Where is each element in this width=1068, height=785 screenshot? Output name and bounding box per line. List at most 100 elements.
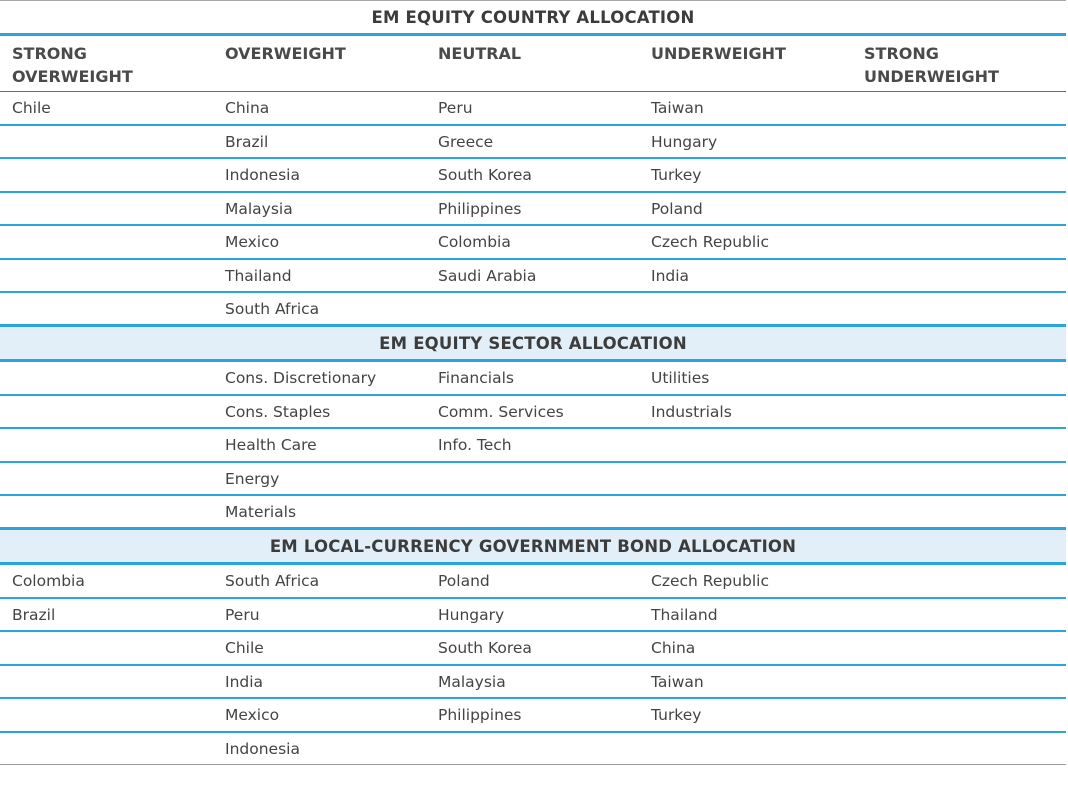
table-cell [852, 699, 1065, 731]
table-cell [426, 733, 639, 765]
table-cell [852, 293, 1065, 324]
table-row: India Malaysia Taiwan [0, 666, 1066, 699]
table-cell: Turkey [651, 706, 702, 724]
table-cell [426, 463, 639, 495]
table-row: Health Care Info. Tech [0, 429, 1066, 463]
table-cell [639, 293, 852, 324]
table-cell [0, 733, 213, 765]
table-cell: Info. Tech [438, 436, 512, 454]
table-cell [852, 496, 1065, 527]
table-cell: China [225, 99, 270, 117]
table-cell [0, 632, 213, 664]
table-row: Malaysia Philippines Poland [0, 193, 1066, 226]
table-row: Chile South Korea China [0, 632, 1066, 666]
table-cell [0, 293, 213, 324]
table-cell: Industrials [651, 402, 732, 421]
table-cell: Czech Republic [651, 572, 770, 590]
table-cell [639, 463, 852, 495]
table-cell [0, 463, 213, 495]
table-cell: Colombia [438, 233, 511, 251]
table-cell [0, 429, 213, 461]
table-cell [852, 260, 1065, 292]
table-cell [852, 599, 1065, 631]
table-row: Indonesia [0, 733, 1066, 765]
table-cell [852, 193, 1065, 225]
table-cell: Chile [225, 639, 264, 657]
table-cell: Health Care [225, 436, 317, 454]
table-cell: South Korea [438, 166, 532, 184]
table-cell: China [651, 639, 696, 657]
section-title: EM LOCAL-CURRENCY GOVERNMENT BOND ALLOCA… [0, 530, 1066, 565]
table-cell [852, 463, 1065, 495]
table-row: Cons. Discretionary Financials Utilities [0, 362, 1066, 396]
section-title: EM EQUITY COUNTRY ALLOCATION [0, 1, 1066, 36]
table-cell: Financials [438, 369, 514, 387]
table-cell [852, 92, 1065, 124]
table-cell: Hungary [651, 132, 718, 151]
table-row: Brazil Peru Hungary Thailand [0, 599, 1066, 632]
column-header: UNDERWEIGHT [651, 44, 786, 63]
table-cell: Cons. Discretionary [225, 369, 377, 387]
table-cell: Colombia [12, 572, 85, 590]
table-cell: Thailand [651, 605, 718, 624]
table-cell [852, 159, 1065, 191]
column-header: STRONG OVERWEIGHT [12, 44, 133, 86]
table-cell [852, 362, 1065, 394]
table-row: Mexico Colombia Czech Republic [0, 226, 1066, 260]
table-cell: Energy [225, 469, 280, 488]
table-row: Indonesia South Korea Turkey [0, 159, 1066, 193]
table-cell: South Africa [225, 300, 320, 318]
table-cell [852, 429, 1065, 461]
table-cell: Malaysia [438, 672, 506, 691]
table-cell [0, 260, 213, 292]
table-cell: Brazil [225, 132, 269, 151]
table-cell: Indonesia [225, 739, 300, 758]
table-cell: Czech Republic [651, 233, 770, 251]
table-cell: Indonesia [225, 166, 300, 184]
table-row: Materials [0, 496, 1066, 530]
table-cell [852, 632, 1065, 664]
table-row: Brazil Greece Hungary [0, 126, 1066, 159]
table-cell: India [225, 672, 264, 691]
table-row: Thailand Saudi Arabia India [0, 260, 1066, 293]
table-cell: South Korea [438, 639, 532, 657]
table-cell [426, 496, 639, 527]
table-cell: Mexico [225, 233, 280, 251]
table-cell: Poland [438, 572, 490, 590]
table-cell: Peru [225, 605, 260, 624]
column-header-row: STRONG OVERWEIGHT OVERWEIGHT NEUTRAL UNDERW… [0, 36, 1066, 92]
table-cell: Philippines [438, 199, 522, 218]
table-cell: Turkey [651, 166, 702, 184]
table-row: Cons. Staples Comm. Services Industrials [0, 396, 1066, 429]
table-cell [852, 733, 1065, 765]
table-cell: Philippines [438, 706, 522, 724]
table-cell [852, 565, 1065, 597]
table-cell: Taiwan [651, 672, 704, 691]
table-cell [639, 429, 852, 461]
table-cell: South Africa [225, 572, 320, 590]
table-cell [852, 226, 1065, 258]
section-title: EM EQUITY SECTOR ALLOCATION [0, 327, 1066, 362]
table-cell: Malaysia [225, 199, 293, 218]
table-cell [0, 699, 213, 731]
table-cell: Mexico [225, 706, 280, 724]
table-cell: India [651, 266, 690, 285]
table-cell: Thailand [225, 266, 292, 285]
table-cell: Peru [438, 99, 473, 117]
table-cell: Hungary [438, 605, 505, 624]
table-cell: Materials [225, 503, 297, 521]
table-cell [639, 733, 852, 765]
table-cell [852, 666, 1065, 698]
table-cell [426, 293, 639, 324]
table-cell [852, 396, 1065, 428]
table-cell [0, 496, 213, 527]
table-row: Mexico Philippines Turkey [0, 699, 1066, 733]
table-cell: Chile [12, 99, 51, 117]
table-cell: Poland [651, 199, 703, 218]
table-row: Energy [0, 463, 1066, 496]
table-cell: Utilities [651, 369, 710, 387]
table-cell [0, 126, 213, 158]
column-header: OVERWEIGHT [225, 44, 346, 63]
table-cell [852, 126, 1065, 158]
table-cell [0, 362, 213, 394]
